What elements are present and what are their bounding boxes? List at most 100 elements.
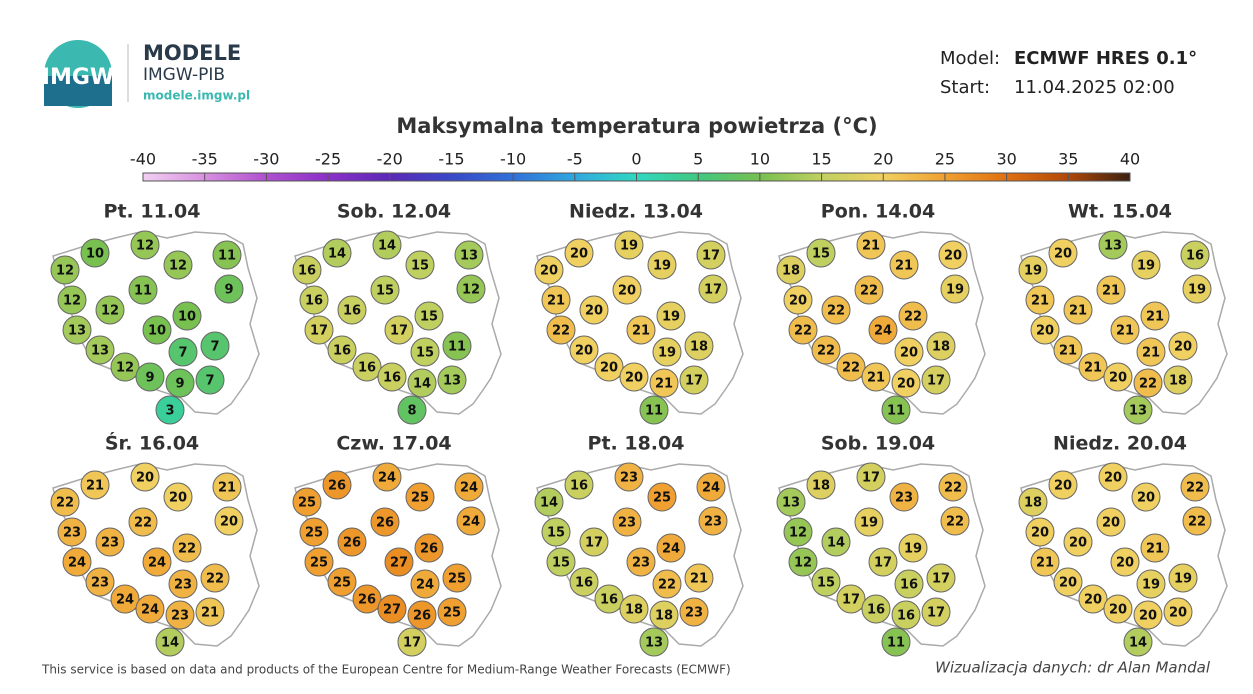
station-marker — [861, 362, 891, 392]
station-value: 20 — [1109, 371, 1127, 386]
station-marker — [195, 597, 225, 627]
station-value: 24 — [68, 556, 86, 571]
station-marker — [868, 547, 898, 577]
station-marker — [322, 238, 352, 268]
station-marker — [783, 285, 813, 315]
station-marker — [454, 240, 484, 270]
station-value: 16 — [867, 603, 885, 618]
logo: IMGW MODELE IMGW-PIB modele.imgw.pl — [42, 40, 250, 108]
station-marker — [564, 238, 594, 268]
station-marker — [1025, 285, 1055, 315]
station-value: 12 — [101, 304, 119, 319]
station-value: 15 — [812, 247, 830, 262]
station-marker — [337, 295, 367, 325]
station-value: 17 — [585, 536, 603, 551]
map-title: Pon. 14.04 — [821, 201, 935, 223]
map-title: Pt. 18.04 — [588, 433, 685, 455]
station-marker — [856, 462, 886, 492]
station-marker — [926, 563, 956, 593]
station-value: 21 — [1116, 324, 1134, 339]
station-marker — [155, 395, 185, 425]
station-value: 16 — [600, 593, 618, 608]
station-value: 11 — [645, 404, 663, 419]
station-marker — [200, 563, 230, 593]
station-value: 14 — [161, 636, 179, 651]
station-marker — [1063, 295, 1093, 325]
station-marker — [534, 255, 564, 285]
station-marker — [1182, 274, 1212, 304]
author: Wizualizacja danych: dr Alan Mandal — [935, 659, 1211, 677]
station-value: 14 — [413, 377, 431, 392]
station-value: 17 — [874, 556, 892, 571]
station-marker — [85, 567, 115, 597]
station-value: 21 — [690, 572, 708, 587]
station-marker — [110, 584, 140, 614]
station-marker — [679, 597, 709, 627]
station-value: 26 — [343, 536, 361, 551]
colorbar-tick-label: -10 — [500, 150, 526, 169]
station-value: 20 — [897, 377, 915, 392]
station-marker — [142, 547, 172, 577]
station-marker — [1163, 365, 1193, 395]
station-marker — [881, 395, 911, 425]
station-marker — [776, 255, 806, 285]
station-marker — [626, 315, 656, 345]
station-marker — [405, 482, 435, 512]
station-marker — [405, 250, 435, 280]
station-marker — [541, 285, 571, 315]
station-marker — [437, 597, 467, 627]
station-marker — [172, 301, 202, 331]
station-marker — [614, 230, 644, 260]
station-marker — [128, 507, 158, 537]
station-marker — [80, 238, 110, 268]
station-value: 21 — [1146, 310, 1164, 325]
station-marker — [1110, 547, 1140, 577]
station-value: 16 — [383, 371, 401, 386]
station-value: 20 — [1169, 606, 1187, 621]
model-label: Model: — [940, 48, 1000, 69]
station-marker — [456, 274, 486, 304]
station-marker — [172, 533, 202, 563]
station-value: 21 — [1031, 294, 1049, 309]
station-value: 20 — [1031, 526, 1049, 541]
station-marker — [569, 335, 599, 365]
station-value: 17 — [702, 249, 720, 264]
map-panel: Pon. 14.04 15 21 20 18 21 19 22 20 22 22 22 24 22 20 18… — [776, 201, 986, 425]
station-value: 15 — [416, 346, 434, 361]
station-value: 19 — [1188, 283, 1206, 298]
station-value: 21 — [895, 259, 913, 274]
station-value: 14 — [540, 496, 558, 511]
station-value: 20 — [1054, 247, 1072, 262]
station-marker — [1163, 597, 1193, 627]
station-value: 18 — [625, 603, 643, 618]
map-panel: Sob. 12.04 14 14 13 16 15 12 15 16 16 15 17 17 16 15 11… — [292, 201, 502, 425]
colorbar-tick-label: -30 — [253, 150, 279, 169]
station-value: 7 — [205, 374, 214, 389]
station-marker — [684, 331, 714, 361]
station-marker — [684, 563, 714, 593]
station-marker — [647, 250, 677, 280]
station-marker — [414, 533, 444, 563]
station-value: 13 — [1104, 239, 1122, 254]
station-marker — [57, 517, 87, 547]
station-value: 15 — [552, 556, 570, 571]
station-value: 16 — [1186, 249, 1204, 264]
station-value: 21 — [1069, 304, 1087, 319]
station-marker — [1103, 362, 1133, 392]
station-value: 24 — [116, 593, 134, 608]
station-value: 20 — [1036, 324, 1054, 339]
station-value: 17 — [927, 606, 945, 621]
station-value: 20 — [1137, 491, 1155, 506]
station-value: 22 — [860, 284, 878, 299]
map-panel: Śr. 16.04 21 20 21 22 20 20 22 23 23 22 24 24 23 23 22 2… — [50, 431, 260, 657]
station-value: 20 — [220, 515, 238, 530]
station-value: 23 — [63, 526, 81, 541]
station-marker — [889, 482, 919, 512]
station-value: 14 — [378, 239, 396, 254]
station-marker — [1103, 594, 1133, 624]
map-title: Śr. 16.04 — [105, 431, 199, 455]
map-title: Pt. 11.04 — [104, 201, 201, 223]
station-marker — [546, 547, 576, 577]
map-panel: Niedz. 20.04 20 20 22 18 20 22 20 20 20 21 21 20 20 19… — [1018, 433, 1228, 657]
station-marker — [407, 368, 437, 398]
